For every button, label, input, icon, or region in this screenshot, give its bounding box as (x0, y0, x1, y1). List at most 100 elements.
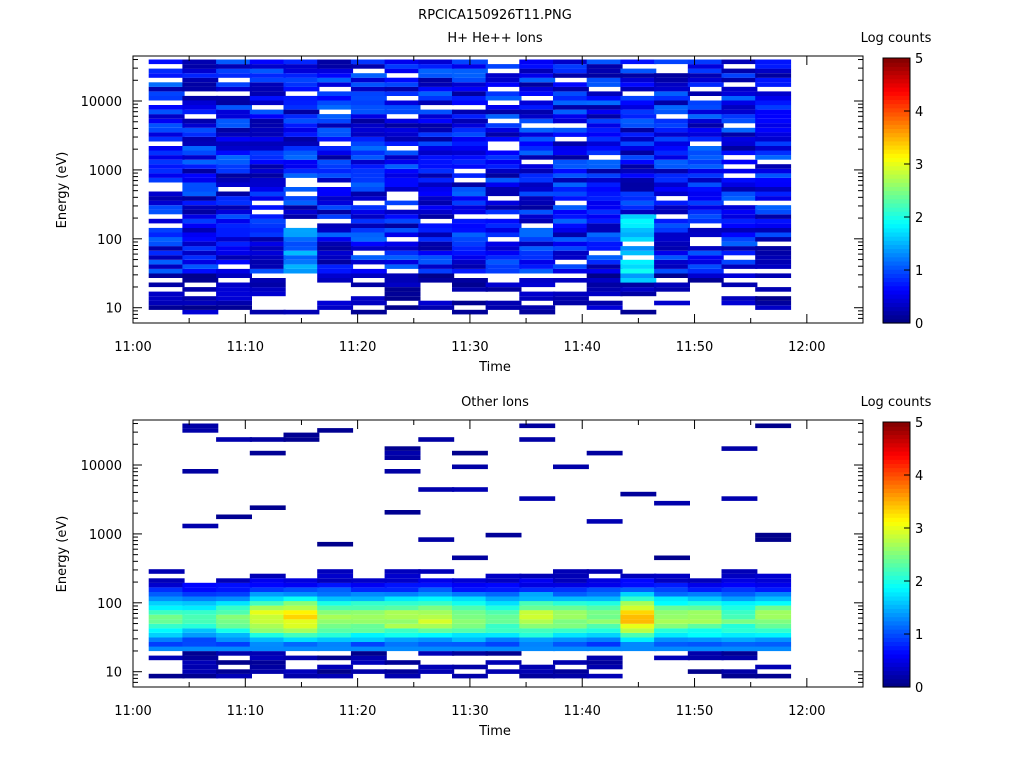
heatmap-cell (519, 259, 556, 265)
heatmap-cell (317, 623, 354, 629)
heatmap-cell (148, 596, 185, 602)
heatmap-cell (350, 82, 387, 87)
heatmap-cell (687, 64, 724, 69)
heatmap-cell (148, 632, 185, 638)
heatmap-cell (586, 619, 623, 624)
heatmap-cell (384, 155, 421, 160)
heatmap-cell (721, 73, 758, 78)
heatmap-cell (148, 610, 185, 615)
heatmap-cell (148, 601, 185, 606)
heatmap-cell (721, 136, 758, 142)
heatmap-cell (182, 250, 219, 256)
heatmap-cell (687, 250, 724, 256)
heatmap-cell (283, 259, 320, 265)
heatmap-cell (721, 205, 758, 210)
heatmap-cell (620, 187, 657, 192)
heatmap-cell (485, 246, 522, 251)
heatmap-cell (620, 605, 657, 611)
heatmap-cell (317, 241, 354, 247)
heatmap-cell (721, 196, 758, 201)
colorbar-swatch (883, 182, 910, 187)
heatmap-cell (249, 642, 286, 647)
heatmap-cell (216, 109, 252, 115)
heatmap-cell (317, 264, 354, 269)
heatmap-cell (586, 278, 623, 283)
heatmap-cell (586, 291, 623, 297)
heatmap-cell (148, 264, 185, 269)
heatmap-cell (755, 196, 792, 201)
heatmap-cell (317, 196, 354, 201)
heatmap-cell (216, 673, 252, 679)
heatmap-cell (755, 223, 792, 228)
heatmap-cell (553, 646, 589, 652)
heatmap-cell (317, 187, 354, 192)
heatmap-cell (755, 209, 792, 215)
heatmap-cell (553, 587, 589, 592)
heatmap-cell (418, 268, 455, 274)
heatmap-cell (553, 601, 589, 606)
heatmap-cell (485, 132, 522, 137)
heatmap-cell (519, 632, 556, 638)
heatmap-cell (519, 669, 556, 674)
heatmap-cell (216, 191, 252, 197)
colorbar-swatch (883, 484, 910, 489)
heatmap-cell (755, 296, 792, 301)
heatmap-cell (721, 637, 758, 642)
heatmap-cell (586, 91, 623, 96)
colorbar-swatch (883, 281, 910, 287)
heatmap-cell (317, 587, 354, 592)
heatmap-cell (317, 541, 354, 547)
heatmap-cell (586, 519, 623, 524)
heatmap-cell (384, 177, 421, 183)
heatmap-cell (317, 237, 354, 242)
heatmap-cell (586, 196, 623, 201)
heatmap-cell (148, 591, 185, 597)
heatmap-cell (249, 250, 286, 256)
heatmap-cell (182, 591, 219, 597)
colorbar-swatch (883, 169, 910, 175)
heatmap-cell (755, 146, 792, 151)
heatmap-cell (350, 123, 387, 128)
heatmap-cell (182, 664, 219, 670)
heatmap-cell (721, 187, 758, 192)
heatmap-cell (317, 642, 354, 647)
heatmap-cell (755, 118, 792, 124)
heatmap-cell (182, 155, 219, 160)
heatmap-cell (182, 673, 219, 679)
heatmap-cell (148, 259, 185, 265)
heatmap-cell (721, 578, 758, 583)
heatmap-cell (317, 173, 354, 178)
heatmap-cell (721, 632, 758, 638)
colorbar-tick-label: 3 (915, 522, 923, 537)
heatmap-cell (182, 296, 219, 301)
heatmap-cell (384, 59, 421, 65)
heatmap-cell (384, 241, 421, 247)
colorbar-swatch (883, 294, 910, 299)
heatmap-cell (216, 642, 252, 647)
heatmap-cell (687, 218, 724, 224)
heatmap-cell (687, 205, 724, 210)
heatmap-cell (586, 146, 623, 151)
colorbar-swatch (883, 74, 910, 80)
heatmap-cell (384, 287, 421, 292)
heatmap-cell (721, 218, 758, 224)
heatmap-cell (384, 619, 421, 624)
heatmap-cell (384, 118, 421, 124)
heatmap-cell (553, 218, 589, 224)
heatmap-cell (687, 651, 724, 656)
heatmap-cell (216, 628, 252, 633)
heatmap-cell (283, 241, 320, 247)
heatmap-cell (519, 246, 556, 251)
heatmap-cell (755, 164, 792, 169)
heatmap-cell (283, 150, 320, 156)
heatmap-cell (620, 209, 657, 215)
x-tick-label: 11:10 (227, 340, 264, 355)
heatmap-cell (620, 173, 657, 178)
heatmap-cell (452, 673, 488, 679)
heatmap-cell (721, 146, 758, 151)
heatmap-cell (687, 632, 724, 638)
heatmap-cell (687, 155, 724, 160)
heatmap-cell (148, 268, 185, 274)
heatmap-cell (249, 68, 286, 74)
